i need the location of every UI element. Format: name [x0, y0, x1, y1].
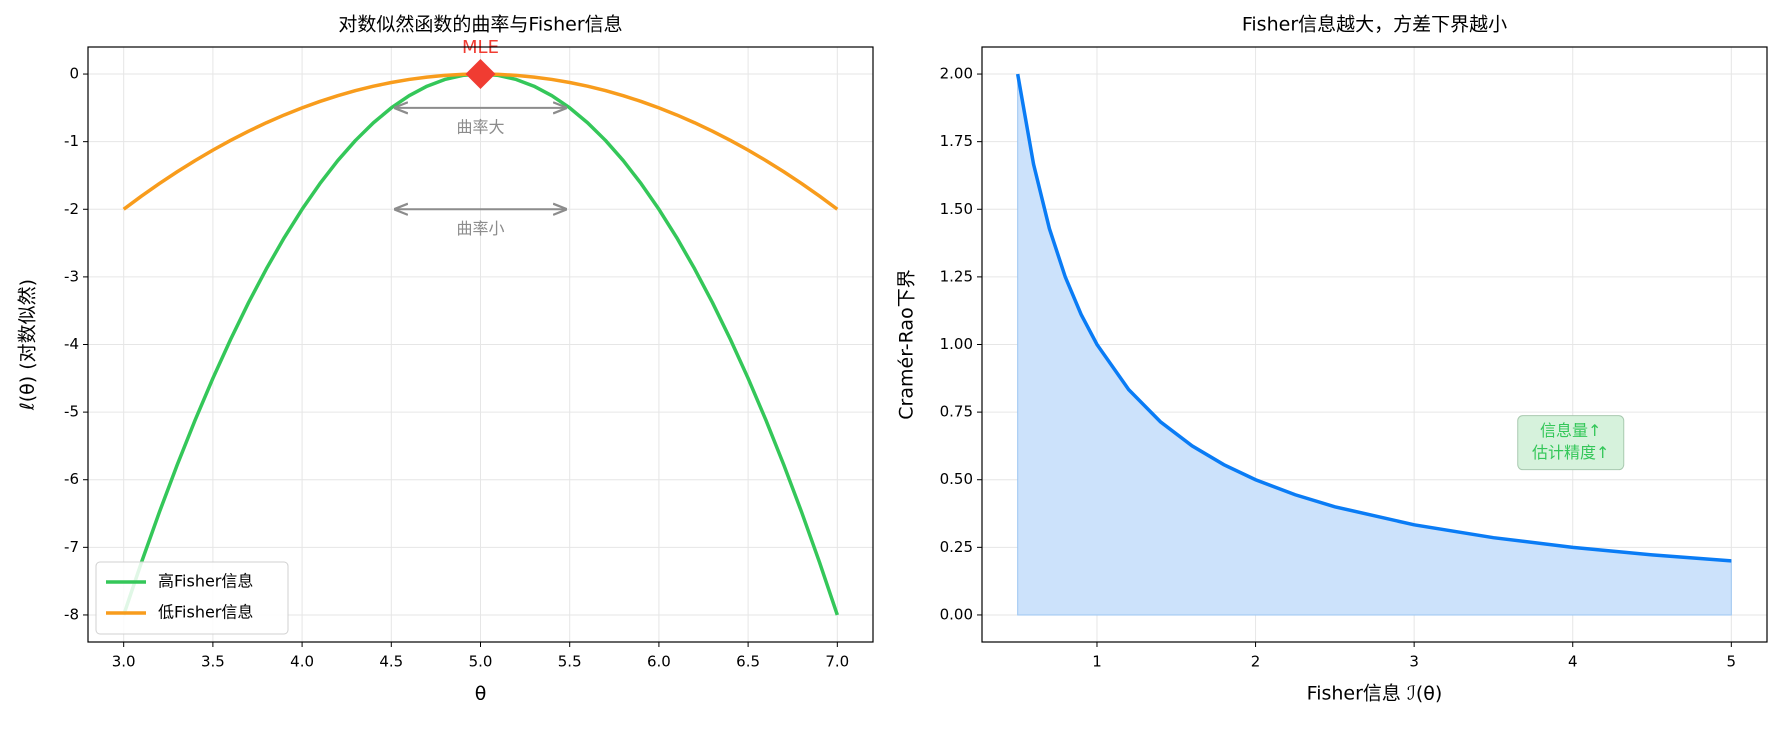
- series-line: [1015, 73, 1732, 563]
- y-tick-label: -7: [64, 538, 79, 556]
- y-tick-label: -3: [64, 267, 79, 285]
- annotation-box: [1517, 415, 1625, 471]
- mle-marker: [465, 59, 496, 90]
- x-tick-label: 3.5: [201, 653, 225, 671]
- y-tick-label: -6: [64, 470, 79, 488]
- y-tick-label: -2: [64, 200, 79, 218]
- y-axis-label: ℓ(θ) (对数似然): [17, 279, 39, 411]
- x-tick-label: 7.0: [825, 653, 849, 671]
- x-tick-label: 3.0: [112, 653, 136, 671]
- y-tick-label: -8: [64, 605, 79, 623]
- y-tick-label: 1.50: [940, 200, 973, 218]
- x-tick-label: 1: [1092, 653, 1102, 671]
- x-tick-label: 4.0: [290, 653, 314, 671]
- legend-label: 低Fisher信息: [158, 603, 253, 622]
- x-tick-label: 3: [1409, 653, 1419, 671]
- legend-label: 高Fisher信息: [158, 572, 253, 591]
- y-tick-label: 0.50: [940, 470, 973, 488]
- x-tick-label: 6.0: [647, 653, 671, 671]
- axes-frame: [981, 46, 1768, 643]
- annotation-text: 曲率小: [456, 219, 504, 238]
- annotation-text: 信息量↑: [1540, 421, 1601, 440]
- x-tick-label: 2: [1251, 653, 1261, 671]
- x-tick-label: 5.5: [558, 653, 582, 671]
- y-tick-label: 2.00: [940, 65, 973, 83]
- x-tick-label: 5.0: [469, 653, 493, 671]
- x-tick-label: 4: [1568, 653, 1578, 671]
- x-tick-label: 4.5: [379, 653, 403, 671]
- annotation-text: 估计精度↑: [1532, 443, 1609, 462]
- y-tick-label: -1: [64, 132, 79, 150]
- legend-box: [95, 561, 289, 635]
- x-axis-label: θ: [475, 683, 487, 705]
- y-tick-label: 1.75: [940, 132, 973, 150]
- x-tick-label: 5: [1727, 653, 1737, 671]
- y-tick-label: -4: [64, 335, 79, 353]
- annotation-text: 曲率大: [456, 117, 504, 136]
- x-axis-label: Fisher信息 ℐ(θ): [1307, 683, 1443, 705]
- axes-frame: [87, 46, 874, 643]
- y-tick-label: 0.25: [940, 538, 973, 556]
- y-tick-label: 0.75: [940, 403, 973, 421]
- y-tick-label: 1.25: [940, 267, 973, 285]
- y-tick-label: 1.00: [940, 335, 973, 353]
- x-tick-label: 6.5: [736, 653, 760, 671]
- chart-title: Fisher信息越大，方差下界越小: [1242, 14, 1507, 36]
- y-axis-label: Cramér-Rao下界: [896, 269, 918, 419]
- y-tick-label: 0.00: [940, 605, 973, 623]
- y-tick-label: 0: [69, 65, 79, 83]
- y-tick-label: -5: [64, 403, 79, 421]
- chart-title: 对数似然函数的曲率与Fisher信息: [338, 14, 622, 36]
